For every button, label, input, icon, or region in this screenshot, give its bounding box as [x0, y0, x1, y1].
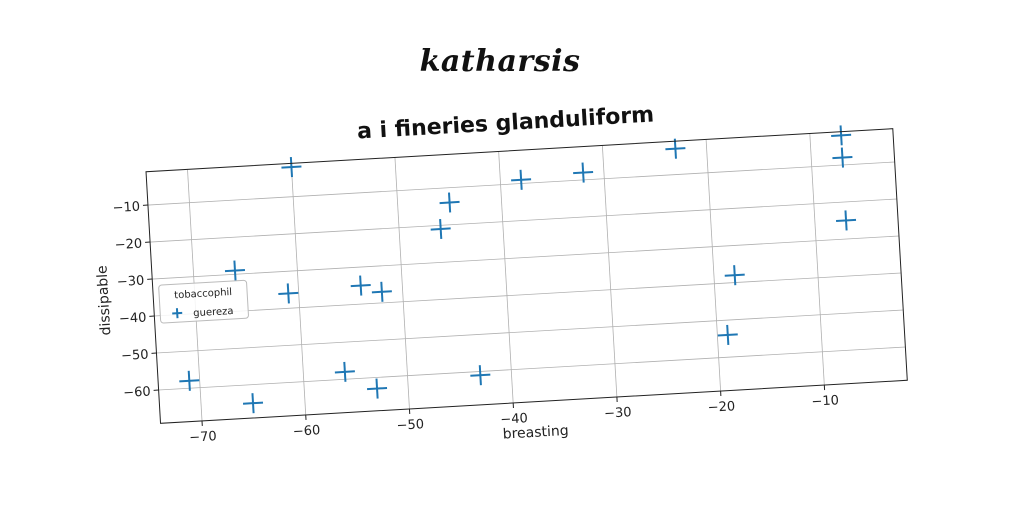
plot-frame [145, 128, 908, 424]
data-point-plus-marker [367, 378, 388, 399]
data-point-plus-marker [724, 265, 745, 286]
legend: tobaccophil guereza [158, 279, 249, 324]
y-grid-line [150, 198, 897, 243]
x-tick-label: −50 [396, 417, 424, 434]
data-point-plus-marker [278, 283, 299, 304]
x-grid-line [809, 133, 825, 386]
x-tick-label: −40 [500, 411, 528, 428]
figure-suptitle: katharsis [419, 44, 581, 79]
data-point-plus-marker [836, 210, 857, 231]
data-point-plus-marker [281, 157, 302, 178]
x-axis-label: breasting [502, 423, 569, 443]
legend-title: tobaccophil [174, 287, 232, 301]
data-point-plus-marker [573, 162, 594, 183]
data-point-plus-marker [439, 192, 460, 213]
y-tick-label: −60 [123, 385, 151, 402]
y-tick-label: −50 [121, 348, 149, 365]
data-point-plus-marker [470, 365, 491, 386]
y-axis-ticks: −10 −20 −30 −40 −50 −60 [112, 200, 159, 402]
chart-title: a i fineries glanduliform [356, 102, 654, 144]
y-grid-line [158, 346, 906, 391]
plot-area [146, 128, 908, 424]
y-tick-label: −10 [112, 200, 140, 217]
data-points [179, 125, 857, 414]
data-point-plus-marker [511, 169, 532, 190]
data-point-plus-marker [350, 275, 371, 296]
x-grid-line [498, 151, 514, 404]
y-grid-line [154, 272, 902, 317]
y-tick-label: −30 [116, 274, 144, 291]
x-tick-label: −20 [707, 399, 735, 416]
data-point-plus-marker [179, 370, 200, 391]
x-grid-line [290, 163, 307, 415]
y-axis-label: dissipable [94, 265, 114, 336]
grid-lines [147, 133, 906, 421]
x-grid-line [394, 157, 410, 410]
data-point-plus-marker [371, 281, 392, 302]
legend-marker-plus [172, 308, 183, 319]
x-axis-ticks: −70 −60 −50 −40 −30 −20 −10 [189, 385, 839, 446]
data-point-plus-marker [430, 218, 451, 240]
x-tick-label: −10 [811, 393, 839, 410]
data-point-plus-marker [334, 361, 355, 382]
data-point-plus-marker [665, 138, 686, 159]
x-tick-label: −30 [604, 405, 632, 422]
y-tick-label: −40 [119, 311, 147, 328]
x-tick-label: −60 [293, 423, 321, 440]
x-grid-line [601, 145, 618, 398]
data-point-plus-marker [831, 125, 852, 146]
data-point-plus-marker [717, 324, 738, 345]
data-point-plus-marker [224, 260, 246, 281]
y-grid-line [156, 309, 904, 354]
y-tick-label: −20 [114, 237, 142, 254]
x-tick-label: −70 [189, 429, 217, 446]
data-point-plus-marker [832, 147, 853, 168]
data-point-plus-marker [242, 393, 264, 414]
legend-entry-label: guereza [193, 306, 234, 319]
x-grid-line [705, 139, 721, 392]
y-grid-line [152, 235, 899, 280]
